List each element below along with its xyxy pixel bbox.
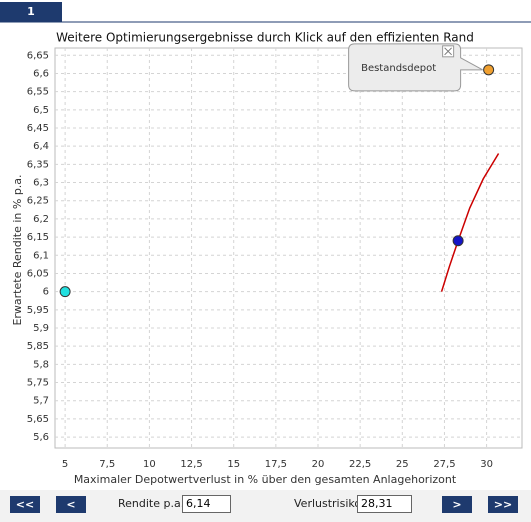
x-tick-label: 7,5 bbox=[99, 459, 115, 470]
first-button[interactable]: << bbox=[10, 496, 40, 513]
y-tick-label: 5,65 bbox=[27, 414, 49, 425]
chart: 1 Weitere Optimierungsergebnisse durch K… bbox=[0, 2, 531, 486]
frontier-line bbox=[440, 153, 500, 292]
tab[interactable] bbox=[0, 2, 62, 22]
y-tick-label: 6,1 bbox=[33, 250, 49, 261]
x-axis-label: Maximaler Depotwertverlust in % über den… bbox=[74, 473, 457, 486]
y-tick-label: 6,05 bbox=[27, 268, 49, 279]
point bbox=[483, 64, 495, 76]
x-tick-label: 10 bbox=[143, 459, 156, 470]
y-tick-label: 5,6 bbox=[33, 432, 49, 443]
x-tick-label: 25 bbox=[396, 459, 409, 470]
y-tick-label: 6 bbox=[43, 287, 49, 298]
x-tick-label: 20 bbox=[312, 459, 325, 470]
x-tick-label: 12,5 bbox=[180, 459, 202, 470]
x-tick-label: 5 bbox=[62, 459, 68, 470]
x-tick-label: 22,5 bbox=[349, 459, 371, 470]
risk-input[interactable]: 28,31 bbox=[357, 495, 412, 513]
x-tick-label: 15 bbox=[227, 459, 240, 470]
point bbox=[59, 286, 71, 298]
y-tick-label: 6,25 bbox=[27, 196, 49, 207]
last-button[interactable]: >> bbox=[488, 496, 518, 513]
y-tick-label: 6,15 bbox=[27, 232, 49, 243]
y-tick-label: 6,2 bbox=[33, 214, 49, 225]
y-tick-label: 6,35 bbox=[27, 159, 49, 170]
y-tick-label: 6,3 bbox=[33, 178, 49, 189]
y-tick-label: 5,85 bbox=[27, 341, 49, 352]
next-button[interactable]: > bbox=[442, 496, 472, 513]
y-tick-label: 6,65 bbox=[27, 50, 49, 61]
x-tick-label: 27,5 bbox=[433, 459, 455, 470]
y-tick-label: 6,45 bbox=[27, 123, 49, 134]
prev-button[interactable]: < bbox=[56, 496, 86, 513]
rendite-input[interactable]: 6,14 bbox=[182, 495, 231, 513]
risk-label: Verlustrisiko: bbox=[294, 497, 365, 510]
y-axis-label: Erwartete Rendite in % p.a. bbox=[11, 174, 24, 325]
plot-area bbox=[54, 47, 523, 449]
y-tick-label: 5,7 bbox=[33, 396, 49, 407]
x-tick-label: 30 bbox=[480, 459, 493, 470]
annotation: Bestandsdepot bbox=[361, 63, 436, 74]
y-tick-label: 6,4 bbox=[33, 141, 49, 152]
y-tick-label: 5,8 bbox=[33, 359, 49, 370]
y-tick-label: 5,75 bbox=[27, 378, 49, 389]
rendite-label: Rendite p.a.: bbox=[118, 497, 188, 510]
y-tick-label: 5,95 bbox=[27, 305, 49, 316]
x-tick-label: 17,5 bbox=[265, 459, 287, 470]
y-tick-label: 6,55 bbox=[27, 87, 49, 98]
tab-label[interactable]: 1 bbox=[27, 5, 35, 18]
y-tick-label: 5,9 bbox=[33, 323, 49, 334]
y-tick-label: 6,6 bbox=[33, 68, 49, 79]
close-x bbox=[444, 47, 452, 56]
y-tick-label: 6,5 bbox=[33, 105, 49, 116]
chart-title: Weitere Optimierungsergebnisse durch Kli… bbox=[56, 31, 474, 45]
point bbox=[452, 235, 464, 247]
